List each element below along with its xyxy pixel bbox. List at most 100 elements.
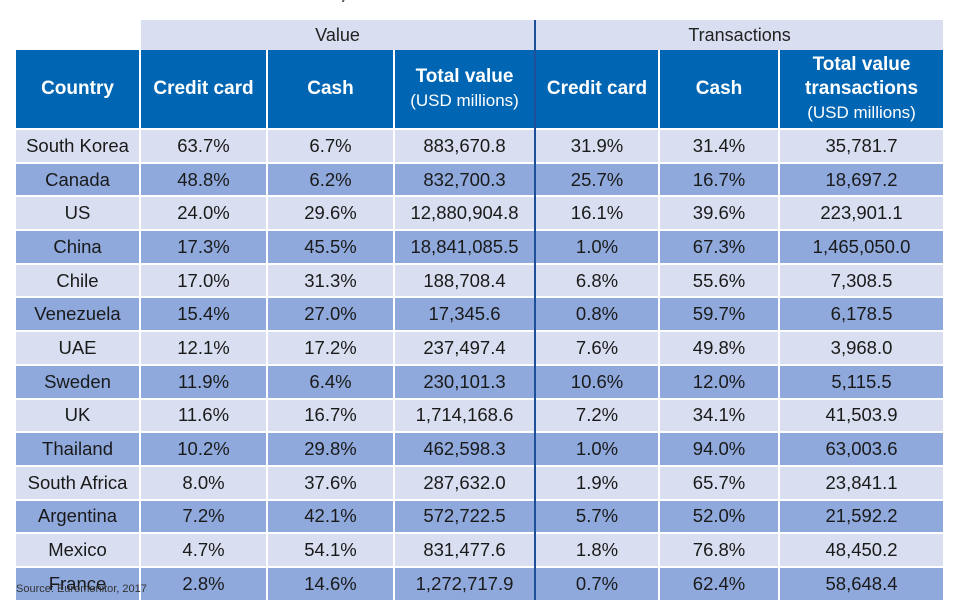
col-header-total-value-transactions: Total value transactions (USD millions)	[779, 50, 946, 129]
table-row: Canada 48.8% 6.2% 832,700.3 25.7% 16.7% 18,697…	[16, 161, 946, 197]
cell-country: Argentina	[16, 498, 141, 534]
cell-transactions-cash: 49.8%	[659, 330, 781, 365]
cell-total-value: 18,841,085.5	[394, 229, 537, 264]
cell-total-value-transactions: 23,841.1	[779, 464, 946, 500]
cell-total-value-transactions: 41,503.9	[779, 397, 946, 433]
cell-transactions-cash: 34.1%	[659, 397, 781, 433]
cell-country: Canada	[16, 161, 141, 197]
cell-transactions-cash: 31.4%	[659, 128, 781, 163]
cell-transactions-cash: 39.6%	[659, 195, 781, 231]
cell-transactions-cash: 59.7%	[659, 296, 781, 332]
cell-transactions-cash: 16.7%	[659, 161, 781, 197]
cell-value-credit-card: 63.7%	[140, 128, 268, 163]
col-header-total-value-label: Total value	[415, 66, 514, 87]
cell-transactions-credit-card: 0.7%	[535, 565, 661, 600]
col-header-total-value-unit: (USD millions)	[410, 91, 519, 110]
cell-country: US	[16, 195, 141, 231]
cell-value-cash: 6.2%	[267, 161, 395, 197]
cell-total-value-transactions: 3,968.0	[779, 330, 946, 365]
cell-transactions-credit-card: 6.8%	[535, 262, 661, 298]
cell-total-value: 230,101.3	[394, 363, 537, 399]
cell-value-cash: 31.3%	[267, 262, 395, 298]
cell-value-credit-card: 48.8%	[140, 161, 268, 197]
cell-transactions-cash: 94.0%	[659, 431, 781, 466]
cell-country: Mexico	[16, 532, 141, 567]
cell-value-cash: 37.6%	[267, 464, 395, 500]
cell-value-credit-card: 11.6%	[140, 397, 268, 433]
cell-transactions-credit-card: 5.7%	[535, 498, 661, 534]
col-header-transactions-credit-card: Credit card	[535, 50, 661, 129]
cell-country: France	[16, 565, 141, 600]
cell-total-value: 1,272,717.9	[394, 565, 537, 600]
cell-total-value-transactions: 63,003.6	[779, 431, 946, 466]
group-header-transactions: Transactions	[535, 20, 946, 50]
cell-value-credit-card: 17.3%	[140, 229, 268, 264]
group-header-row: Value Transactions	[16, 20, 946, 50]
cell-value-cash: 42.1%	[267, 498, 395, 534]
group-header-value: Value	[140, 20, 537, 50]
col-header-total-value: Total value (USD millions)	[394, 50, 537, 129]
cell-total-value-transactions: 21,592.2	[779, 498, 946, 534]
cell-total-value: 462,598.3	[394, 431, 537, 466]
cell-country: China	[16, 229, 141, 264]
cell-total-value: 237,497.4	[394, 330, 537, 365]
table-row: Sweden 11.9% 6.4% 230,101.3 10.6% 12.0% 5,115.…	[16, 363, 946, 399]
source-note: Source: Euromonitor, 2017	[16, 583, 147, 595]
payments-table: Value Transactions Country Credit card C…	[16, 20, 946, 600]
cell-total-value: 1,714,168.6	[394, 397, 537, 433]
column-header-row: Country Credit card Cash Total value (US…	[16, 50, 946, 129]
cell-country: South Korea	[16, 128, 141, 163]
cell-value-credit-card: 4.7%	[140, 532, 268, 567]
cell-value-credit-card: 15.4%	[140, 296, 268, 332]
cell-total-value: 883,670.8	[394, 128, 537, 163]
table-row: France 2.8% 14.6% 1,272,717.9 0.7% 62.4% 58,64…	[16, 565, 946, 600]
cell-total-value: 832,700.3	[394, 161, 537, 197]
cell-value-credit-card: 10.2%	[140, 431, 268, 466]
cell-value-credit-card: 24.0%	[140, 195, 268, 231]
cell-transactions-cash: 52.0%	[659, 498, 781, 534]
cell-transactions-cash: 76.8%	[659, 532, 781, 567]
cell-transactions-credit-card: 25.7%	[535, 161, 661, 197]
cell-total-value: 17,345.6	[394, 296, 537, 332]
cell-country: Chile	[16, 262, 141, 298]
cell-total-value-transactions: 223,901.1	[779, 195, 946, 231]
cell-transactions-cash: 65.7%	[659, 464, 781, 500]
cell-transactions-credit-card: 0.8%	[535, 296, 661, 332]
cell-transactions-credit-card: 31.9%	[535, 128, 661, 163]
col-header-value-credit-card: Credit card	[140, 50, 268, 129]
table-row: Mexico 4.7% 54.1% 831,477.6 1.8% 76.8% 48,450.…	[16, 532, 946, 567]
cell-value-cash: 6.4%	[267, 363, 395, 399]
cell-country: Thailand	[16, 431, 141, 466]
cell-transactions-cash: 55.6%	[659, 262, 781, 298]
cell-transactions-credit-card: 10.6%	[535, 363, 661, 399]
col-header-value-cash: Cash	[267, 50, 395, 129]
cell-country: South Africa	[16, 464, 141, 500]
cell-value-credit-card: 8.0%	[140, 464, 268, 500]
cell-value-cash: 16.7%	[267, 397, 395, 433]
table-row: South Africa 8.0% 37.6% 287,632.0 1.9% 65.7% 2…	[16, 464, 946, 500]
cell-transactions-credit-card: 1.0%	[535, 229, 661, 264]
cell-total-value-transactions: 6,178.5	[779, 296, 946, 332]
table-row: US 24.0% 29.6% 12,880,904.8 16.1% 39.6% 223,90…	[16, 195, 946, 231]
col-header-total-transactions-label: Total value transactions	[805, 54, 919, 99]
table-row: UAE 12.1% 17.2% 237,497.4 7.6% 49.8% 3,968.0	[16, 330, 946, 365]
cell-total-value: 287,632.0	[394, 464, 537, 500]
table-row: Chile 17.0% 31.3% 188,708.4 6.8% 55.6% 7,308.5	[16, 262, 946, 298]
cell-transactions-credit-card: 1.0%	[535, 431, 661, 466]
cell-transactions-credit-card: 7.2%	[535, 397, 661, 433]
cell-value-cash: 45.5%	[267, 229, 395, 264]
cell-country: UK	[16, 397, 141, 433]
cell-total-value: 188,708.4	[394, 262, 537, 298]
cell-country: Sweden	[16, 363, 141, 399]
cell-value-cash: 29.8%	[267, 431, 395, 466]
cell-transactions-cash: 12.0%	[659, 363, 781, 399]
cell-total-value-transactions: 48,450.2	[779, 532, 946, 567]
cell-total-value: 831,477.6	[394, 532, 537, 567]
cell-transactions-cash: 67.3%	[659, 229, 781, 264]
cropped-title-glyph	[325, 0, 349, 2]
table-row: Argentina 7.2% 42.1% 572,722.5 5.7% 52.0% 21,5…	[16, 498, 946, 534]
cell-transactions-credit-card: 1.8%	[535, 532, 661, 567]
cell-value-cash: 14.6%	[267, 565, 395, 600]
cell-transactions-cash: 62.4%	[659, 565, 781, 600]
cell-total-value: 572,722.5	[394, 498, 537, 534]
